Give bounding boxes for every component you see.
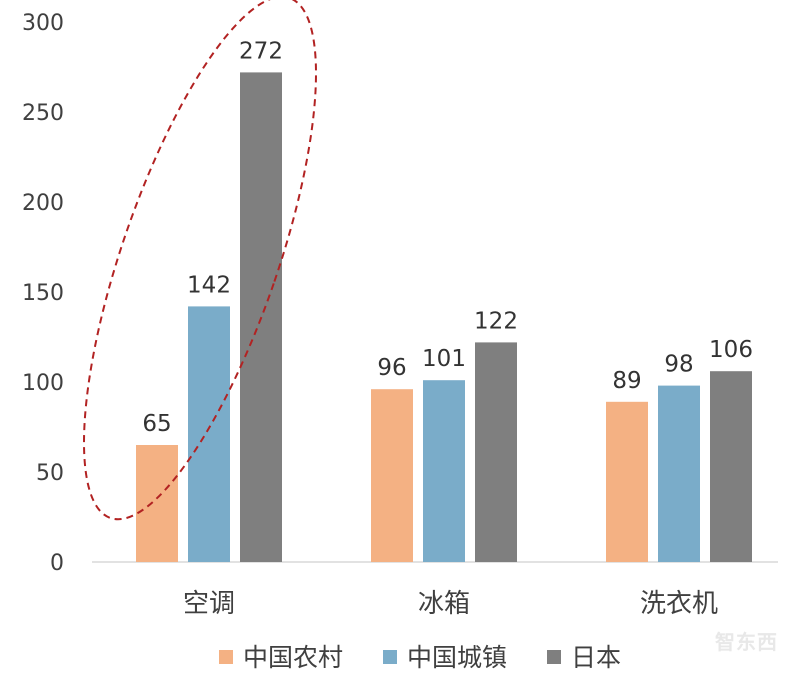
bar <box>658 385 700 562</box>
bar <box>371 389 413 562</box>
bar <box>606 401 648 562</box>
y-tick-label: 50 <box>36 461 64 486</box>
data-label: 106 <box>709 337 753 363</box>
data-label: 98 <box>664 352 693 378</box>
bar <box>710 371 752 562</box>
data-label: 101 <box>422 346 466 372</box>
data-label-group: 65 142 272 96 101 122 89 98 106 <box>142 38 753 437</box>
bar-series-group <box>136 72 752 563</box>
legend-label: 中国农村 <box>243 643 343 672</box>
watermark-logo: 智东西 <box>715 630 778 654</box>
bar <box>188 306 230 562</box>
bar <box>136 445 178 562</box>
x-category-label: 洗衣机 <box>640 589 718 619</box>
x-category-label: 冰箱 <box>418 589 470 619</box>
data-label: 65 <box>142 411 171 437</box>
legend-swatch <box>547 650 561 664</box>
data-label: 122 <box>474 308 518 334</box>
data-label: 142 <box>187 272 231 298</box>
y-axis-tick-labels: 0 50 100 150 200 250 300 <box>22 11 64 576</box>
legend-label: 日本 <box>571 643 621 672</box>
data-label: 96 <box>377 355 406 381</box>
y-tick-label: 200 <box>22 191 64 216</box>
bar <box>475 342 517 562</box>
y-tick-label: 250 <box>22 101 64 126</box>
y-tick-label: 150 <box>22 281 64 306</box>
legend-swatch <box>219 650 233 664</box>
highlight-ellipse-annotation <box>83 0 317 521</box>
legend-label: 中国城镇 <box>407 643 507 672</box>
data-label: 272 <box>239 38 283 64</box>
legend: 中国农村 中国城镇 日本 <box>219 643 621 672</box>
y-tick-label: 100 <box>22 371 64 396</box>
x-axis-category-labels: 空调 冰箱 洗衣机 <box>183 589 718 619</box>
y-tick-label: 300 <box>22 11 64 36</box>
data-label: 89 <box>612 368 641 394</box>
y-tick-label: 0 <box>50 551 64 576</box>
legend-swatch <box>383 650 397 664</box>
bar <box>423 380 465 562</box>
x-category-label: 空调 <box>183 589 235 619</box>
